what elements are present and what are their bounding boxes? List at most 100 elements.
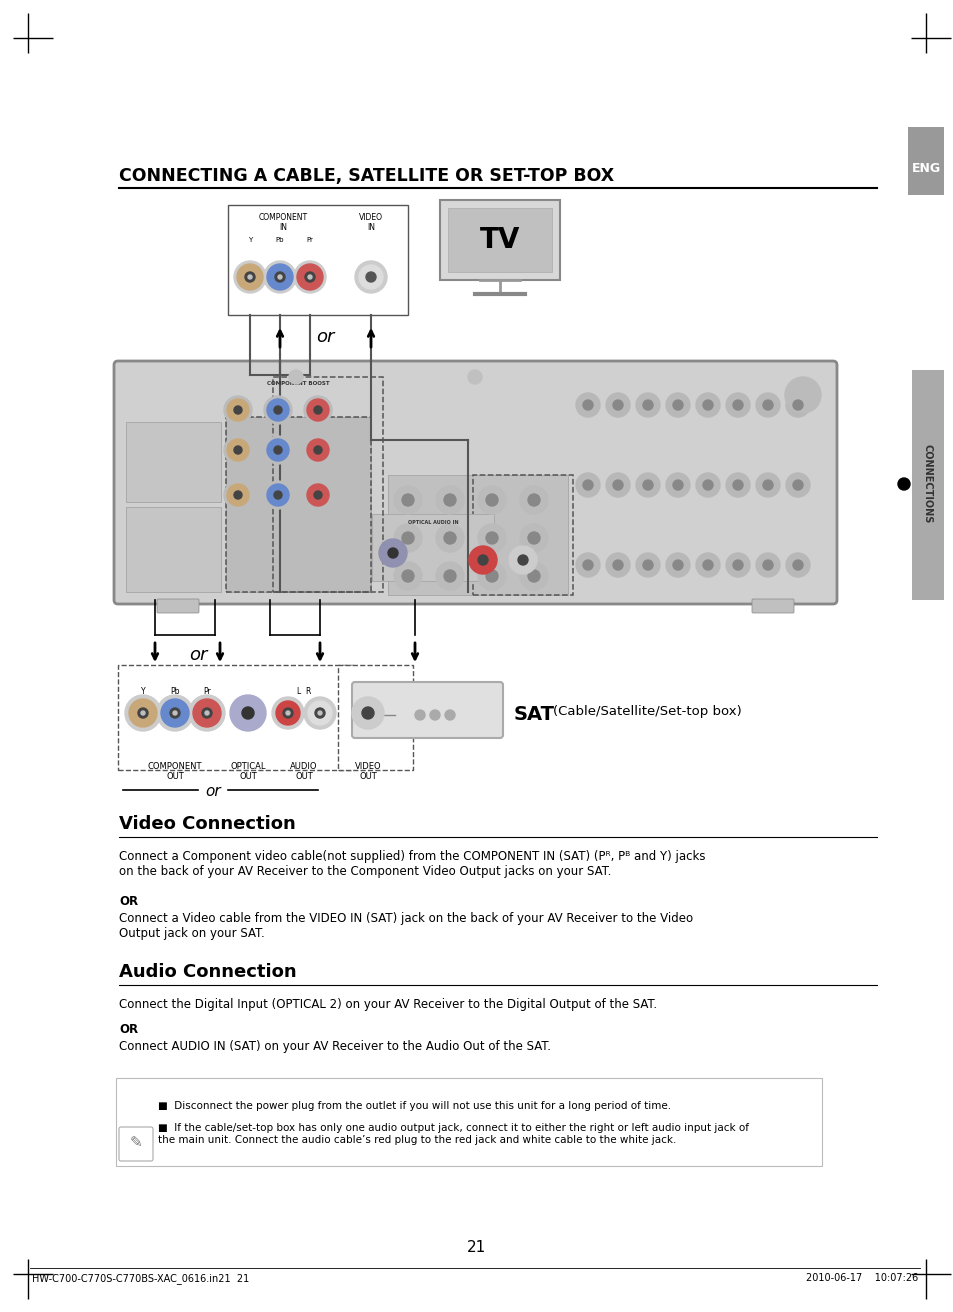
Circle shape bbox=[696, 394, 720, 417]
Text: 21: 21 bbox=[467, 1240, 486, 1256]
Circle shape bbox=[274, 446, 282, 454]
Circle shape bbox=[205, 711, 209, 715]
Circle shape bbox=[314, 708, 325, 718]
Circle shape bbox=[785, 552, 809, 577]
Circle shape bbox=[189, 695, 225, 731]
Circle shape bbox=[702, 400, 712, 409]
FancyBboxPatch shape bbox=[372, 514, 494, 581]
Circle shape bbox=[264, 261, 295, 293]
Text: OPTICAL
OUT: OPTICAL OUT bbox=[230, 762, 266, 782]
Circle shape bbox=[732, 480, 742, 489]
Circle shape bbox=[582, 560, 593, 569]
Circle shape bbox=[517, 555, 527, 565]
FancyBboxPatch shape bbox=[388, 492, 567, 592]
Circle shape bbox=[264, 482, 292, 509]
Circle shape bbox=[314, 491, 322, 499]
Text: or: or bbox=[205, 785, 220, 799]
FancyBboxPatch shape bbox=[126, 422, 221, 502]
Circle shape bbox=[401, 569, 414, 583]
Circle shape bbox=[415, 710, 424, 720]
Circle shape bbox=[224, 482, 252, 509]
Circle shape bbox=[125, 695, 161, 731]
Circle shape bbox=[702, 480, 712, 489]
Text: OR: OR bbox=[119, 895, 138, 908]
Circle shape bbox=[304, 396, 332, 424]
Text: Connect the Digital Input (OPTICAL 2) on your AV Receiver to the Digital Output : Connect the Digital Input (OPTICAL 2) on… bbox=[119, 998, 657, 1012]
Circle shape bbox=[519, 523, 547, 552]
Circle shape bbox=[792, 560, 802, 569]
FancyBboxPatch shape bbox=[911, 370, 943, 600]
Circle shape bbox=[755, 552, 780, 577]
Circle shape bbox=[755, 474, 780, 497]
Text: Audio Connection: Audio Connection bbox=[119, 963, 296, 981]
Circle shape bbox=[636, 394, 659, 417]
Circle shape bbox=[264, 436, 292, 464]
Circle shape bbox=[792, 480, 802, 489]
Circle shape bbox=[314, 405, 322, 415]
Circle shape bbox=[527, 495, 539, 506]
Circle shape bbox=[436, 523, 463, 552]
Text: OPTICAL AUDIO IN: OPTICAL AUDIO IN bbox=[407, 520, 457, 525]
Circle shape bbox=[294, 261, 326, 293]
Circle shape bbox=[308, 701, 332, 726]
FancyBboxPatch shape bbox=[126, 506, 221, 592]
FancyBboxPatch shape bbox=[352, 682, 502, 737]
Text: Video Connection: Video Connection bbox=[119, 815, 295, 833]
Text: Pr: Pr bbox=[203, 687, 211, 695]
Circle shape bbox=[762, 400, 772, 409]
Circle shape bbox=[897, 478, 909, 489]
Circle shape bbox=[227, 399, 249, 421]
Circle shape bbox=[394, 562, 421, 590]
Circle shape bbox=[672, 400, 682, 409]
Circle shape bbox=[613, 560, 622, 569]
Circle shape bbox=[202, 708, 212, 718]
Circle shape bbox=[725, 474, 749, 497]
FancyBboxPatch shape bbox=[116, 1078, 821, 1166]
Circle shape bbox=[672, 560, 682, 569]
Circle shape bbox=[264, 396, 292, 424]
Circle shape bbox=[307, 484, 329, 506]
Circle shape bbox=[401, 495, 414, 506]
Circle shape bbox=[605, 474, 629, 497]
Circle shape bbox=[785, 474, 809, 497]
Circle shape bbox=[245, 272, 254, 282]
Circle shape bbox=[613, 480, 622, 489]
Circle shape bbox=[307, 399, 329, 421]
Text: ENG: ENG bbox=[910, 161, 940, 174]
Text: Connect AUDIO IN (SAT) on your AV Receiver to the Audio Out of the SAT.: Connect AUDIO IN (SAT) on your AV Receiv… bbox=[119, 1040, 551, 1054]
FancyBboxPatch shape bbox=[428, 529, 457, 576]
Circle shape bbox=[283, 708, 293, 718]
Text: or: or bbox=[189, 646, 207, 664]
Circle shape bbox=[274, 405, 282, 415]
FancyBboxPatch shape bbox=[337, 665, 413, 770]
Circle shape bbox=[307, 440, 329, 461]
Circle shape bbox=[267, 484, 289, 506]
Circle shape bbox=[394, 523, 421, 552]
Text: VIDEO
IN: VIDEO IN bbox=[358, 213, 382, 232]
Circle shape bbox=[233, 491, 242, 499]
Circle shape bbox=[477, 523, 505, 552]
Circle shape bbox=[358, 265, 382, 289]
Circle shape bbox=[248, 276, 252, 279]
Text: Pb: Pb bbox=[170, 687, 179, 695]
Circle shape bbox=[193, 699, 221, 727]
Circle shape bbox=[755, 394, 780, 417]
Circle shape bbox=[430, 710, 439, 720]
Circle shape bbox=[665, 552, 689, 577]
Circle shape bbox=[289, 370, 303, 384]
FancyBboxPatch shape bbox=[448, 209, 552, 272]
Text: Pb: Pb bbox=[275, 237, 284, 243]
Circle shape bbox=[469, 546, 497, 575]
FancyBboxPatch shape bbox=[395, 529, 424, 576]
Circle shape bbox=[230, 695, 266, 731]
Text: SAT: SAT bbox=[514, 705, 555, 724]
FancyBboxPatch shape bbox=[118, 665, 353, 770]
Text: L  R: L R bbox=[296, 687, 311, 695]
Circle shape bbox=[576, 552, 599, 577]
Circle shape bbox=[443, 495, 456, 506]
Circle shape bbox=[274, 272, 285, 282]
Circle shape bbox=[314, 446, 322, 454]
Text: HW-C700-C770S-C770BS-XAC_0616.in21  21: HW-C700-C770S-C770BS-XAC_0616.in21 21 bbox=[32, 1273, 249, 1284]
Circle shape bbox=[304, 697, 335, 729]
Circle shape bbox=[642, 400, 652, 409]
